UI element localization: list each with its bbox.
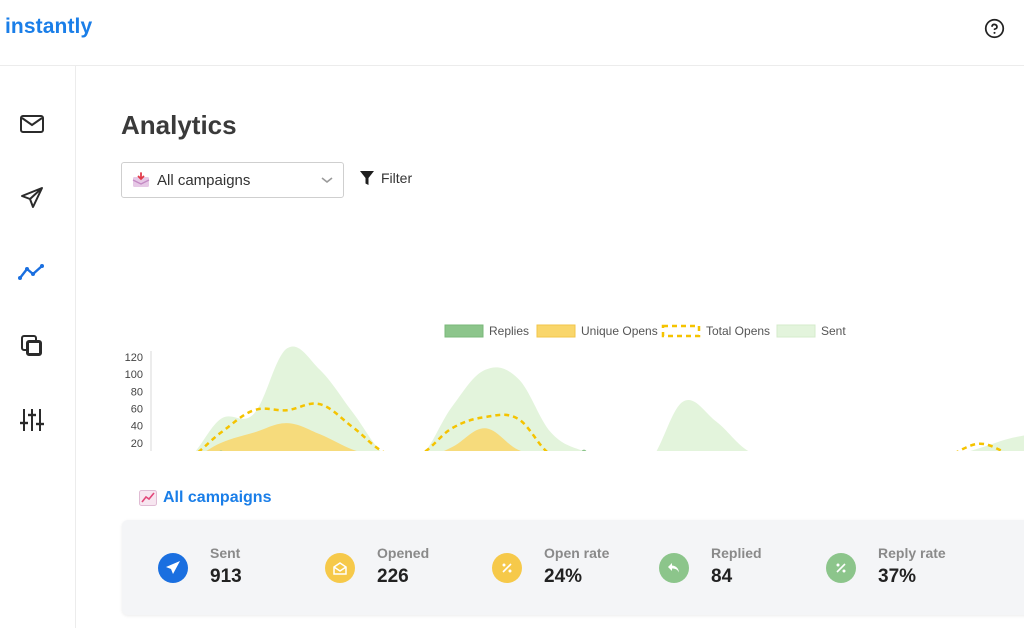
filter-label: Filter — [381, 170, 413, 186]
y-tick-label: 80 — [131, 386, 143, 398]
stat-opened-icon-badge — [325, 553, 355, 583]
y-tick-label: 120 — [125, 352, 143, 364]
filter-icon — [360, 170, 374, 185]
series-area-unique-opens — [206, 423, 522, 451]
stats-panel: Sent 913 Opened 226 Open rate 24% — [122, 520, 1024, 615]
campaign-section-header[interactable]: All campaigns — [139, 489, 271, 507]
stat-value: 24% — [544, 566, 583, 587]
stat-value: 226 — [377, 566, 409, 587]
send-icon — [21, 187, 43, 208]
y-tick-label: 60 — [131, 404, 143, 416]
analytics-chart: 02040608010012028 May29 May30 May31 May1… — [125, 324, 1024, 451]
mail-icon — [20, 115, 44, 133]
data-point-replies — [581, 449, 587, 451]
stat-value: 37% — [878, 566, 917, 587]
y-tick-label: 100 — [125, 369, 143, 381]
sidebar-item-templates[interactable] — [14, 328, 50, 364]
campaign-select[interactable]: All campaigns — [121, 162, 344, 198]
sidebar-item-analytics[interactable] — [14, 254, 50, 290]
main-content: Analytics All campaigns Filter 020406080… — [77, 66, 1024, 628]
legend-label: Replies — [489, 324, 529, 338]
legend-swatch — [776, 324, 816, 338]
stat-label: Opened — [377, 545, 430, 561]
legend-swatch — [661, 324, 701, 338]
stat-sent-icon-badge — [158, 553, 188, 583]
sidebar-item-mail[interactable] — [14, 106, 50, 142]
stat-label: Open rate — [544, 545, 610, 561]
stat-open-rate-icon-badge — [492, 553, 522, 583]
legend-swatch — [536, 324, 576, 338]
top-bar: instantly — [0, 0, 1024, 66]
campaign-select-value: All campaigns — [157, 171, 251, 189]
reply-icon — [668, 563, 679, 573]
y-tick-label: 40 — [131, 421, 143, 433]
stat-label: Sent — [210, 545, 241, 561]
y-tick-label: 20 — [131, 438, 143, 450]
series-line-total-opens — [197, 402, 1006, 451]
legend-swatch — [444, 324, 484, 338]
sidebar-item-settings[interactable] — [14, 402, 50, 438]
send-icon — [166, 561, 180, 574]
stat-value: 913 — [210, 566, 242, 587]
brand-logo[interactable]: instantly — [5, 15, 93, 38]
chart-increasing-icon — [139, 490, 157, 506]
chevron-down-icon — [321, 177, 333, 184]
help-circle-icon[interactable] — [984, 18, 1005, 39]
stat-label: Replied — [711, 545, 762, 561]
legend-label: Total Opens — [706, 324, 770, 338]
percent-icon — [502, 563, 512, 573]
copy-icon — [21, 335, 42, 356]
inbox-download-icon — [132, 172, 150, 187]
legend-label: Sent — [821, 324, 846, 338]
legend-label: Unique Opens — [581, 324, 658, 338]
stat-value: 84 — [711, 566, 733, 587]
page-title: Analytics — [121, 110, 237, 140]
envelope-open-icon — [333, 562, 347, 575]
analytics-icon — [18, 264, 44, 280]
stat-reply-rate-icon-badge — [826, 553, 856, 583]
sliders-icon — [20, 409, 44, 431]
stat-label: Reply rate — [878, 545, 946, 561]
filter-button[interactable]: Filter — [360, 170, 412, 186]
stat-replied-icon-badge — [659, 553, 689, 583]
sidebar-item-campaigns[interactable] — [14, 180, 50, 216]
percent-icon — [836, 563, 846, 573]
sidebar — [0, 66, 76, 628]
section-title: All campaigns — [163, 489, 272, 506]
